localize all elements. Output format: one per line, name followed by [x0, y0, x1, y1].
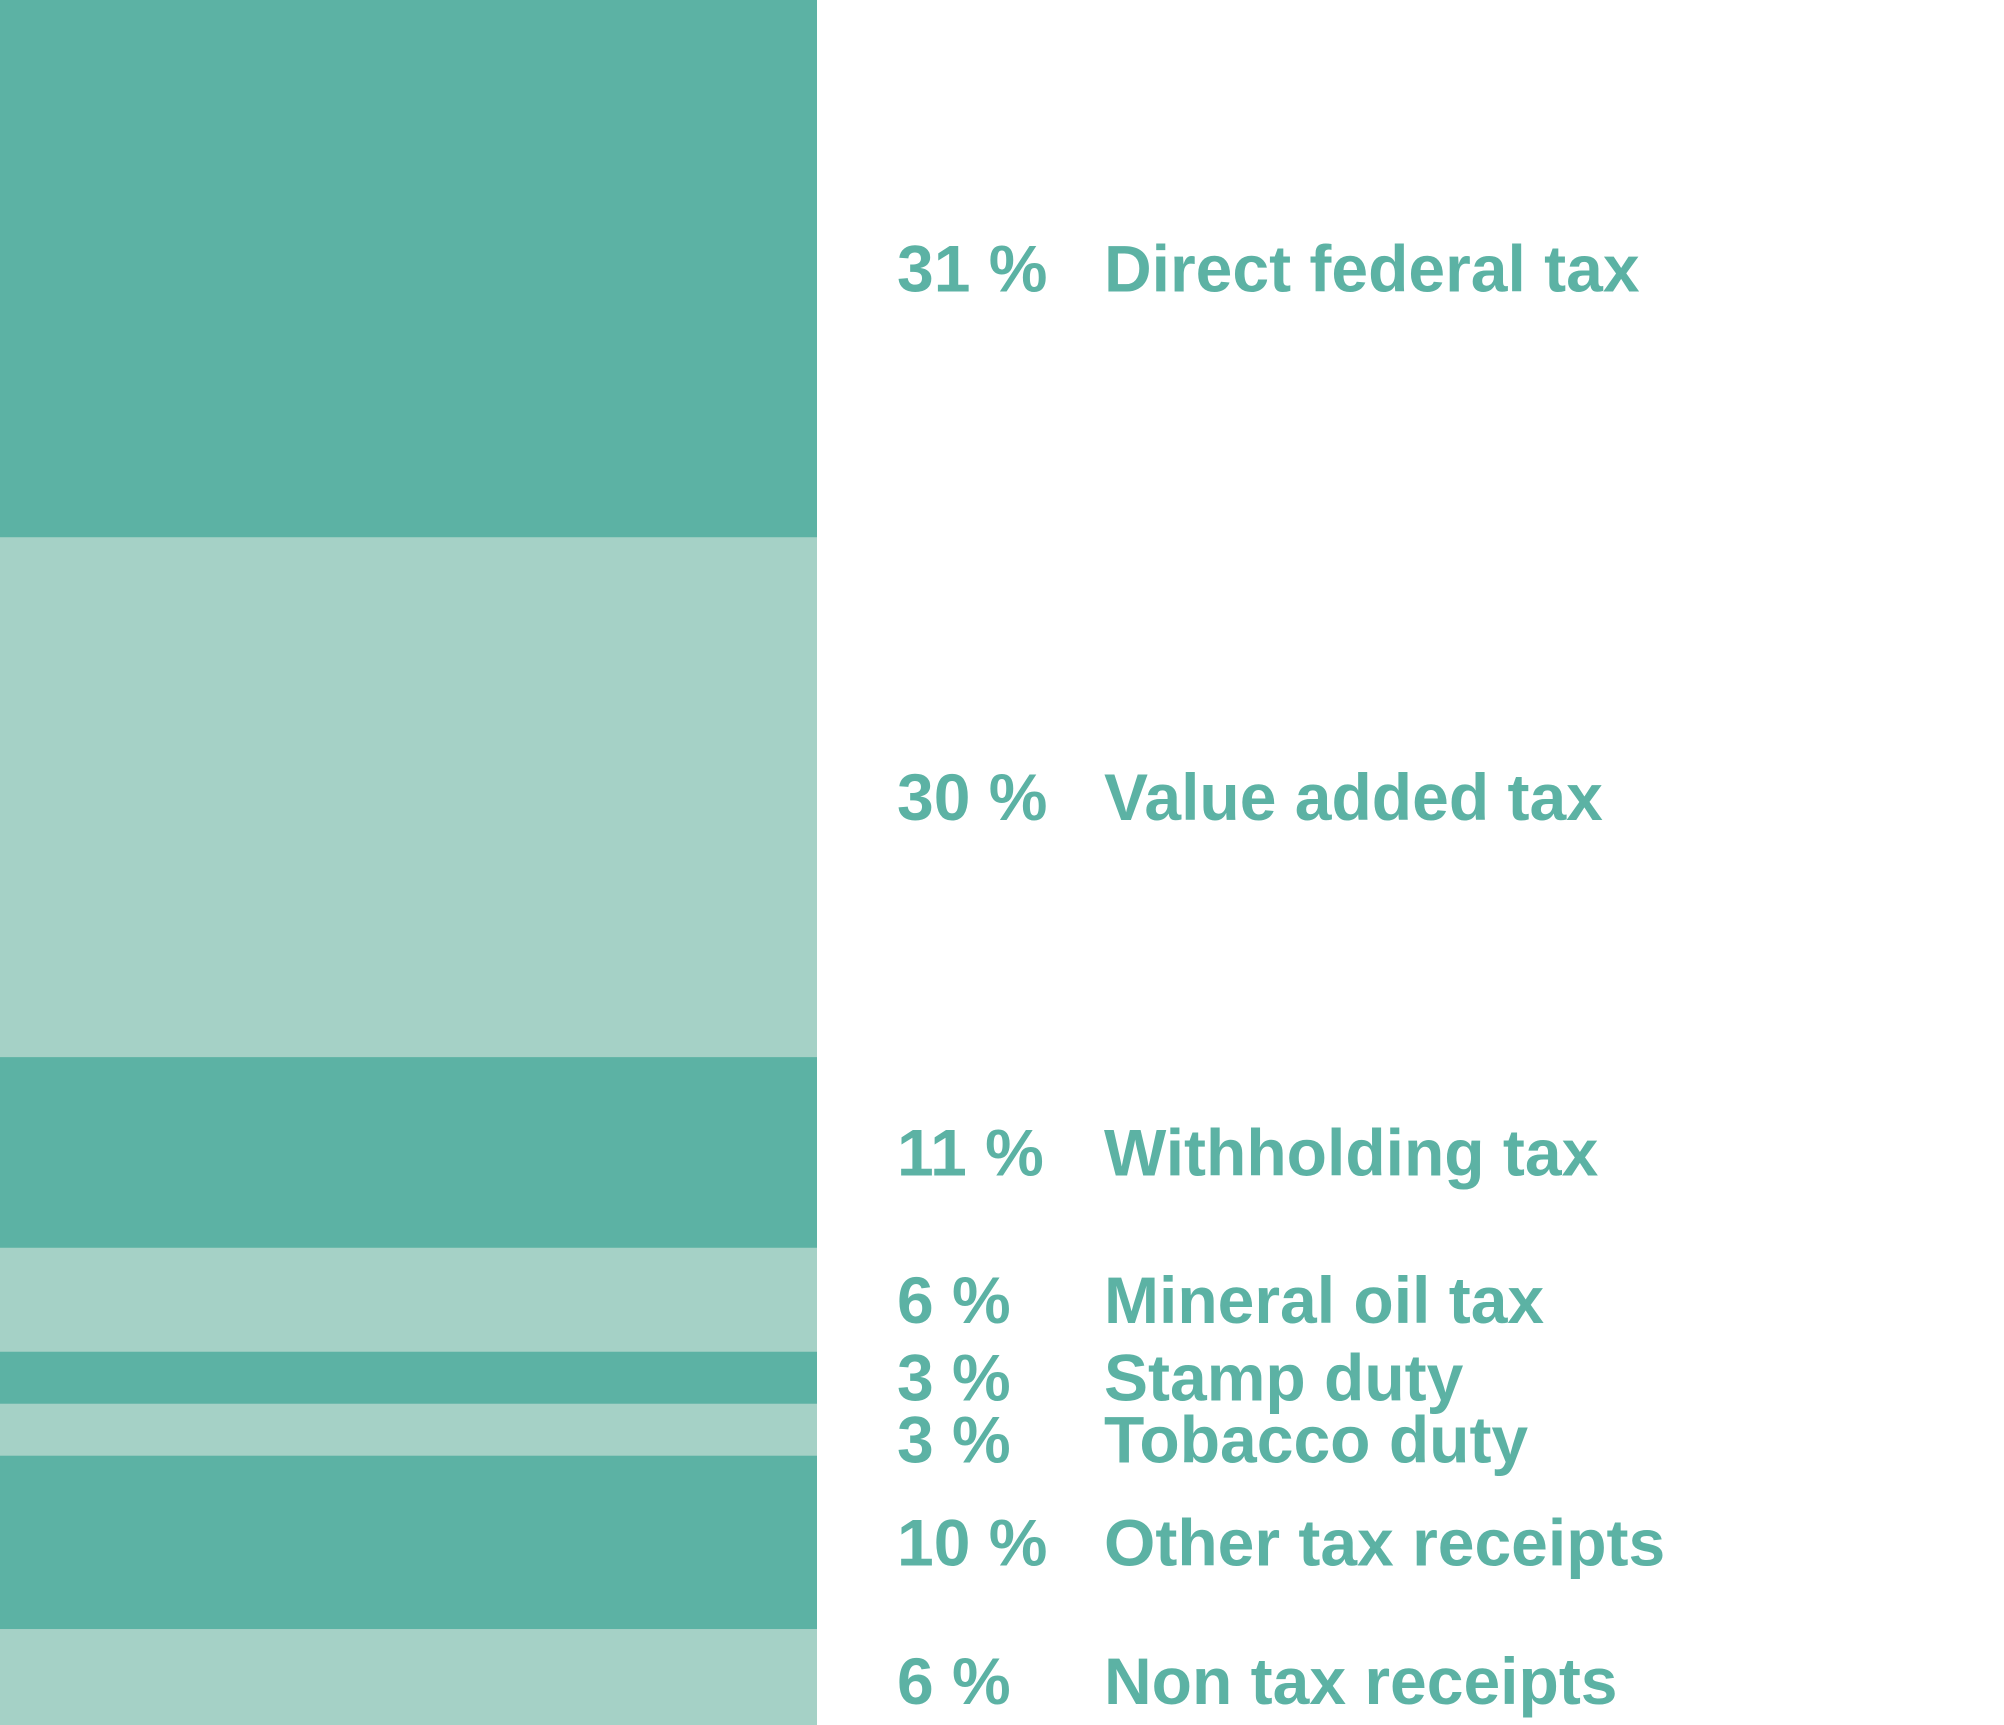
category-label-7: Other tax receipts: [1104, 1505, 1665, 1579]
category-label-8: Non tax receipts: [1104, 1644, 1618, 1718]
bar-segment-5: [0, 1351, 817, 1405]
bar-segment-7: [0, 1455, 817, 1630]
category-label-5: Stamp duty: [1104, 1341, 1464, 1415]
bar-stack: [0, 0, 817, 1725]
value-label-7: 10 %: [897, 1505, 1047, 1579]
value-label-2: 30 %: [897, 760, 1047, 834]
bar-segment-8: [0, 1629, 817, 1725]
category-label-2: Value added tax: [1104, 760, 1603, 834]
bar-segment-1: [0, 0, 817, 538]
category-label-4: Mineral oil tax: [1104, 1263, 1544, 1337]
label-column: 31 % Direct federal tax 30 % Value added ta…: [897, 232, 1665, 1718]
value-label-1: 31 %: [897, 232, 1047, 306]
value-label-3: 11 %: [897, 1115, 1044, 1189]
category-label-3: Withholding tax: [1104, 1115, 1599, 1189]
value-label-8: 6 %: [897, 1644, 1011, 1718]
category-label-6: Tobacco duty: [1104, 1403, 1528, 1477]
bar-segment-4: [0, 1247, 817, 1353]
category-label-1: Direct federal tax: [1104, 232, 1640, 306]
value-label-6: 3 %: [897, 1403, 1011, 1477]
value-label-5: 3 %: [897, 1341, 1011, 1415]
bar-segment-3: [0, 1057, 817, 1249]
bar-segment-6: [0, 1403, 817, 1457]
bar-segment-2: [0, 537, 817, 1058]
value-label-4: 6 %: [897, 1263, 1011, 1337]
